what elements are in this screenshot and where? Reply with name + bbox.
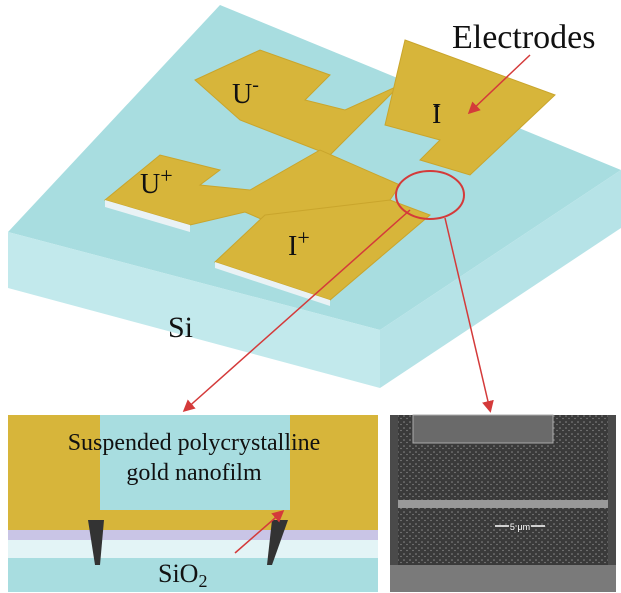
pad-label: I- — [432, 94, 441, 130]
cross-section — [8, 415, 378, 592]
pad-label: U- — [232, 74, 259, 110]
pad-label: I+ — [288, 225, 310, 262]
label: gold nanofilm — [126, 460, 262, 486]
pad-label: U+ — [140, 163, 173, 200]
electrode-edges — [105, 200, 330, 306]
sem-image — [390, 414, 616, 592]
scale-bar: 5 μm — [510, 522, 530, 532]
label: Si — [168, 311, 193, 344]
arrow — [182, 209, 411, 412]
label: Suspended polycrystalline — [68, 430, 321, 456]
zoom-circle — [395, 170, 465, 220]
label: Electrodes — [452, 19, 596, 56]
arrow — [467, 54, 531, 115]
label: SiO2 — [158, 559, 207, 591]
arrow — [444, 217, 494, 413]
